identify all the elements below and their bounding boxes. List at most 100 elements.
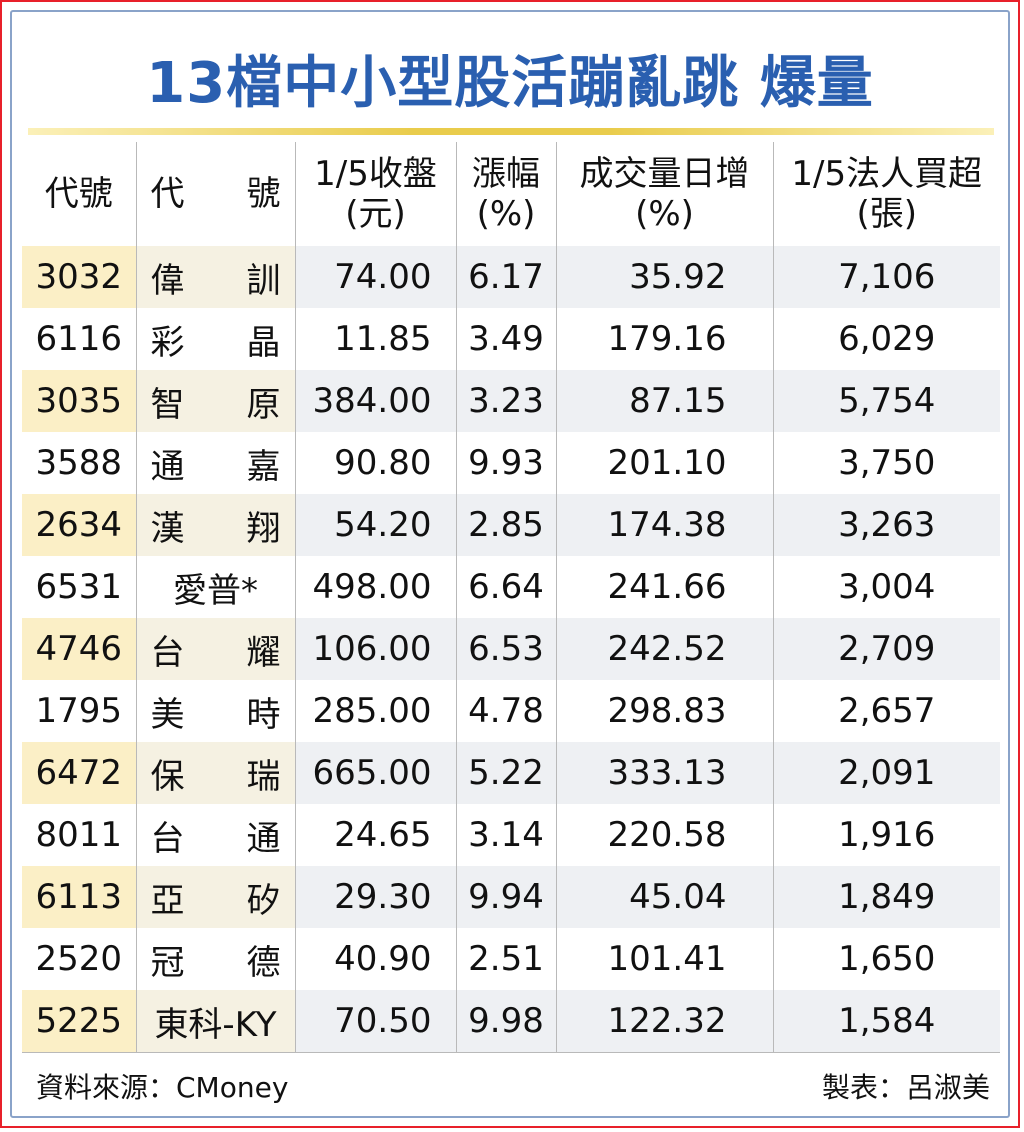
institutional-net-buy: 1,916 <box>772 804 1000 866</box>
volume-increase: 45.04 <box>555 866 773 928</box>
volume-increase: 298.83 <box>555 680 773 742</box>
change-percent: 6.17 <box>455 246 556 308</box>
stock-code: 6116 <box>35 319 123 359</box>
volume-increase: 241.66 <box>555 556 773 618</box>
institutional-net-buy: 6,029 <box>772 308 1000 370</box>
volume-increase: 179.16 <box>555 308 773 370</box>
table-row: 5225 東科-KY 70.50 9.98 122.32 1,584 <box>22 990 1000 1053</box>
table-row: 6472 保瑞 665.00 5.22 333.13 2,091 <box>22 742 1000 804</box>
volume-increase: 101.41 <box>555 928 773 990</box>
close-price: 106.00 <box>294 618 456 680</box>
stock-name: 東科-KY <box>135 990 295 1053</box>
close-price: 11.85 <box>294 308 456 370</box>
volume-increase: 333.13 <box>555 742 773 804</box>
volume-increase: 174.38 <box>555 494 773 556</box>
table-header-row: 代號 代 號 1/5收盤 (元) 漲幅 (%) 成交量日增 (%) 1/5法人買超 (張… <box>22 142 1000 246</box>
change-percent: 3.49 <box>455 308 556 370</box>
change-percent: 3.23 <box>455 370 556 432</box>
header-name: 代 號 <box>135 142 295 246</box>
stock-name: 亞矽 <box>135 866 295 928</box>
stock-code: 3035 <box>22 370 136 432</box>
table-row: 6116 彩晶 11.85 3.49 179.16 6,029 <box>22 308 1000 370</box>
stock-name: 愛普* <box>135 556 295 618</box>
close-price: 498.00 <box>294 556 456 618</box>
stock-name: 偉訓 <box>135 246 295 308</box>
institutional-net-buy: 3,263 <box>772 494 1000 556</box>
institutional-net-buy: 2,657 <box>772 680 1000 742</box>
stock-code: 6113 <box>22 866 136 928</box>
close-price: 384.00 <box>294 370 456 432</box>
change-percent: 6.53 <box>455 618 556 680</box>
inner-border <box>10 10 1010 1118</box>
volume-increase: 201.10 <box>555 432 773 494</box>
change-percent: 9.98 <box>455 990 556 1053</box>
stock-code: 8011 <box>35 815 123 855</box>
table-row: 4746 台耀 106.00 6.53 242.52 2,709 <box>22 618 1000 680</box>
stock-code: 6531 <box>35 567 123 607</box>
close-price: 70.50 <box>294 990 456 1053</box>
table-row: 8011 台通 24.65 3.14 220.58 1,916 <box>22 804 1000 866</box>
header-volume: 成交量日增 (%) <box>555 142 773 246</box>
stock-code: 3588 <box>35 443 123 483</box>
close-price: 665.00 <box>294 742 456 804</box>
table-row: 2520 冠德 40.90 2.51 101.41 1,650 <box>22 928 1000 990</box>
table-row: 6113 亞矽 29.30 9.94 45.04 1,849 <box>22 866 1000 928</box>
institutional-net-buy: 7,106 <box>772 246 1000 308</box>
volume-increase: 87.15 <box>555 370 773 432</box>
close-price: 54.20 <box>294 494 456 556</box>
header-close: 1/5收盤 (元) <box>294 142 456 246</box>
header-code: 代號 <box>44 174 113 214</box>
stock-code: 1795 <box>35 691 123 731</box>
title-underline <box>28 128 994 135</box>
stock-name: 冠德 <box>135 928 295 990</box>
institutional-net-buy: 2,709 <box>772 618 1000 680</box>
table-row: 3588 通嘉 90.80 9.93 201.10 3,750 <box>22 432 1000 494</box>
stock-table: 代號 代 號 1/5收盤 (元) 漲幅 (%) 成交量日增 (%) 1/5法人買超 (張… <box>22 142 1000 1053</box>
stock-code: 3032 <box>22 246 136 308</box>
stock-code: 5225 <box>22 990 136 1053</box>
stock-code: 6472 <box>22 742 136 804</box>
stock-name: 台通 <box>135 804 295 866</box>
table-row: 2634 漢翔 54.20 2.85 174.38 3,263 <box>22 494 1000 556</box>
institutional-net-buy: 2,091 <box>772 742 1000 804</box>
table-credit: 製表：呂淑美 <box>821 1071 990 1104</box>
change-percent: 4.78 <box>455 680 556 742</box>
institutional-net-buy: 1,650 <box>772 928 1000 990</box>
stock-name: 保瑞 <box>135 742 295 804</box>
close-price: 74.00 <box>294 246 456 308</box>
close-price: 40.90 <box>294 928 456 990</box>
header-institutional: 1/5法人買超 (張) <box>772 142 1000 246</box>
institutional-net-buy: 1,584 <box>772 990 1000 1053</box>
change-percent: 3.14 <box>455 804 556 866</box>
stock-code: 2520 <box>35 939 123 979</box>
change-percent: 9.94 <box>455 866 556 928</box>
close-price: 285.00 <box>294 680 456 742</box>
stock-name: 彩晶 <box>135 308 295 370</box>
change-percent: 2.85 <box>455 494 556 556</box>
table-row: 3035 智原 384.00 3.23 87.15 5,754 <box>22 370 1000 432</box>
volume-increase: 35.92 <box>555 246 773 308</box>
stock-name: 美時 <box>135 680 295 742</box>
institutional-net-buy: 1,849 <box>772 866 1000 928</box>
stock-name: 台耀 <box>135 618 295 680</box>
close-price: 90.80 <box>294 432 456 494</box>
table-row: 6531 愛普* 498.00 6.64 241.66 3,004 <box>22 556 1000 618</box>
close-price: 24.65 <box>294 804 456 866</box>
volume-increase: 242.52 <box>555 618 773 680</box>
close-price: 29.30 <box>294 866 456 928</box>
change-percent: 5.22 <box>455 742 556 804</box>
change-percent: 6.64 <box>455 556 556 618</box>
page-title: 13檔中小型股活蹦亂跳 爆量 <box>146 51 874 116</box>
table-row: 3032 偉訓 74.00 6.17 35.92 7,106 <box>22 246 1000 308</box>
stock-name: 通嘉 <box>135 432 295 494</box>
change-percent: 9.93 <box>455 432 556 494</box>
stock-name: 智原 <box>135 370 295 432</box>
institutional-net-buy: 3,750 <box>772 432 1000 494</box>
volume-increase: 122.32 <box>555 990 773 1053</box>
table-row: 1795 美時 285.00 4.78 298.83 2,657 <box>22 680 1000 742</box>
change-percent: 2.51 <box>455 928 556 990</box>
data-source: 資料來源：CMoney <box>36 1071 289 1104</box>
stock-name: 漢翔 <box>135 494 295 556</box>
volume-increase: 220.58 <box>555 804 773 866</box>
institutional-net-buy: 3,004 <box>772 556 1000 618</box>
